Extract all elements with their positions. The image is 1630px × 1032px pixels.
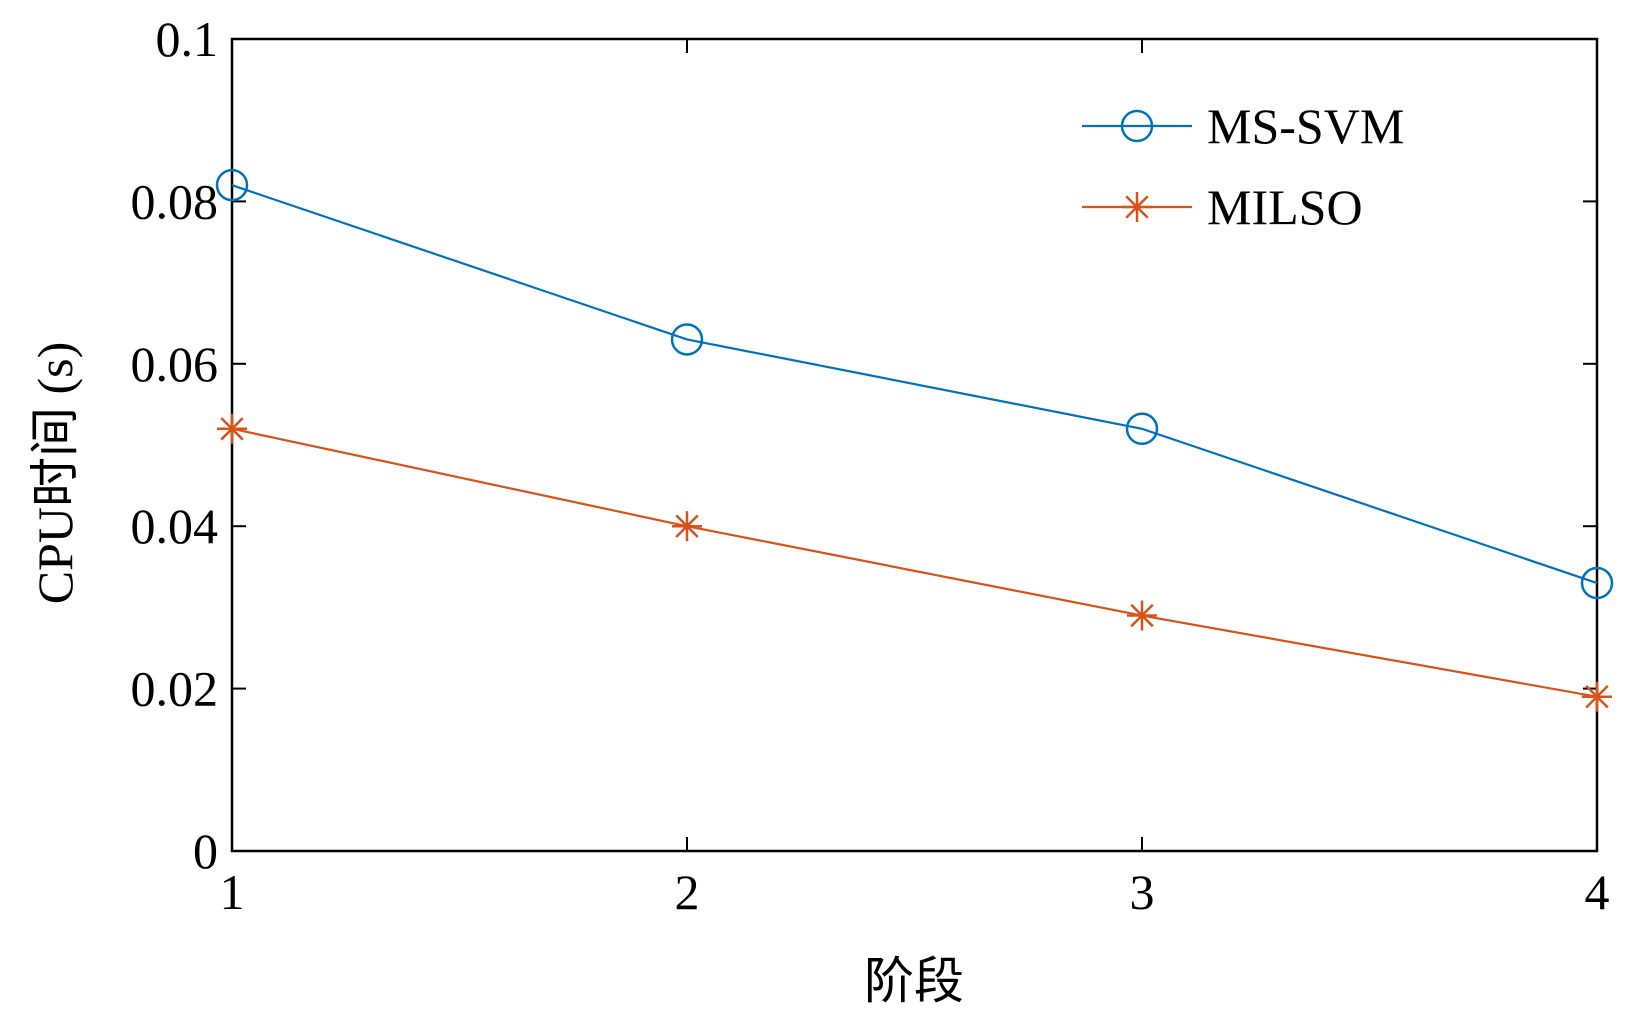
legend-marker-milso — [1122, 192, 1152, 222]
y-tick-label: 0.02 — [131, 661, 219, 717]
x-tick-label: 3 — [1130, 864, 1155, 920]
y-tick-label: 0.08 — [131, 173, 219, 229]
x-tick-label: 2 — [675, 864, 700, 920]
data-point-milso — [217, 413, 247, 444]
series-line-ms-svm — [231, 184, 1598, 585]
y-tick-label: 0 — [193, 823, 218, 879]
y-tick-label: 0.1 — [156, 11, 219, 67]
y-tick-label: 0.04 — [131, 498, 219, 554]
legend-label-ms-svm: MS-SVM — [1207, 98, 1404, 154]
x-tick-label: 4 — [1585, 864, 1610, 920]
data-point-milso — [672, 511, 702, 542]
x-tick-label: 1 — [220, 864, 245, 920]
axis-ticks: 1 2 3 4 0 0.02 0.04 0.06 0.08 0.1 — [131, 11, 1610, 920]
legend: MS-SVM MILSO — [1072, 90, 1492, 260]
y-axis-title: CPU时间 (s) — [27, 342, 83, 605]
data-point-ms-svm — [670, 323, 704, 356]
data-point-milso — [1127, 600, 1157, 631]
x-axis-title: 阶段 — [864, 953, 964, 1009]
series-layer — [215, 168, 1614, 712]
data-point-ms-svm — [1580, 566, 1614, 600]
y-tick-label: 0.06 — [131, 336, 219, 392]
legend-box — [1072, 90, 1492, 260]
series-line-milso — [231, 427, 1598, 698]
legend-marker-ms-svm — [1120, 109, 1154, 143]
data-point-milso — [1582, 681, 1612, 712]
legend-label-milso: MILSO — [1207, 179, 1363, 235]
data-point-ms-svm — [1125, 412, 1159, 446]
data-point-ms-svm — [215, 168, 249, 202]
